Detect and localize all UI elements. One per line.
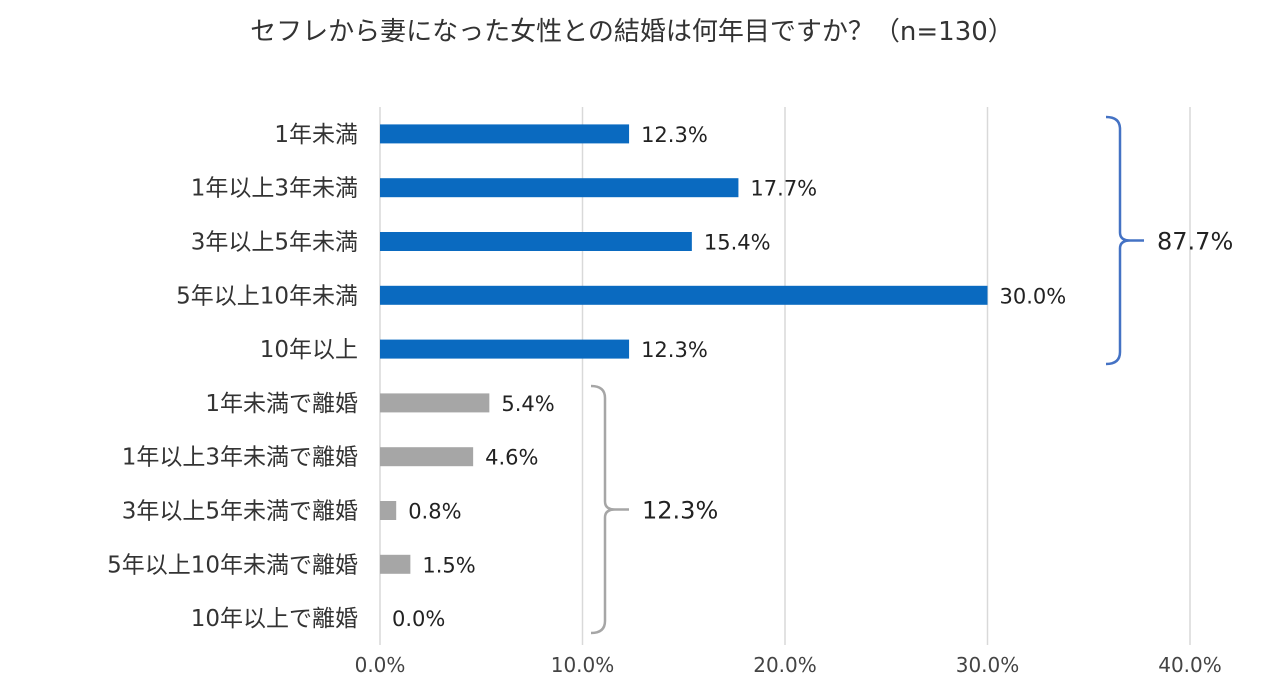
group-total-label: 87.7% (1157, 228, 1233, 256)
data-label: 30.0% (1000, 284, 1067, 308)
bar (380, 178, 739, 198)
group-brackets (590, 115, 1144, 635)
data-label: 0.8% (408, 500, 461, 524)
x-tick-label: 0.0% (355, 653, 406, 677)
x-tick-label: 30.0% (956, 653, 1020, 677)
chart-title: セフレから妻になった女性との結婚は何年目ですか？（n=130） (250, 17, 1014, 47)
labels: 0.0% 10.0% 20.0% 30.0% 40.0% 1年未満 12.3% 1年以上3年未… (107, 122, 1233, 677)
bar (380, 232, 692, 251)
category-label: 1年以上3年未満で離婚 (122, 445, 358, 471)
category-label: 10年以上 (260, 337, 358, 363)
category-label: 5年以上10年未満で離婚 (107, 552, 358, 578)
category-label: 1年未満で離婚 (205, 391, 358, 417)
bar (380, 124, 630, 144)
data-label: 4.6% (485, 446, 538, 470)
bar (380, 501, 397, 520)
bar (380, 285, 988, 305)
category-label: 1年未満 (274, 122, 358, 148)
bars (380, 124, 988, 574)
data-label: 1.5% (422, 553, 475, 577)
bar (380, 339, 630, 359)
group-bracket (590, 384, 616, 635)
data-label: 12.3% (641, 338, 708, 362)
data-label: 12.3% (641, 123, 708, 147)
bar (380, 447, 474, 467)
bar (380, 554, 411, 574)
bar (380, 393, 490, 413)
category-label: 3年以上5年未満で離婚 (122, 499, 358, 525)
data-label: 17.7% (750, 177, 817, 201)
group-total-label: 12.3% (642, 497, 718, 525)
category-label: 1年以上3年未満 (191, 176, 358, 202)
data-label: 5.4% (501, 392, 554, 416)
x-tick-label: 40.0% (1158, 653, 1222, 677)
x-tick-label: 10.0% (551, 653, 615, 677)
data-label: 15.4% (704, 231, 771, 255)
data-label: 0.0% (392, 607, 445, 631)
category-label: 10年以上で離婚 (191, 606, 358, 632)
category-label: 5年以上10年未満 (176, 283, 358, 309)
x-tick-label: 20.0% (753, 653, 817, 677)
group-bracket (1105, 115, 1131, 366)
category-label: 3年以上5年未満 (191, 230, 358, 256)
